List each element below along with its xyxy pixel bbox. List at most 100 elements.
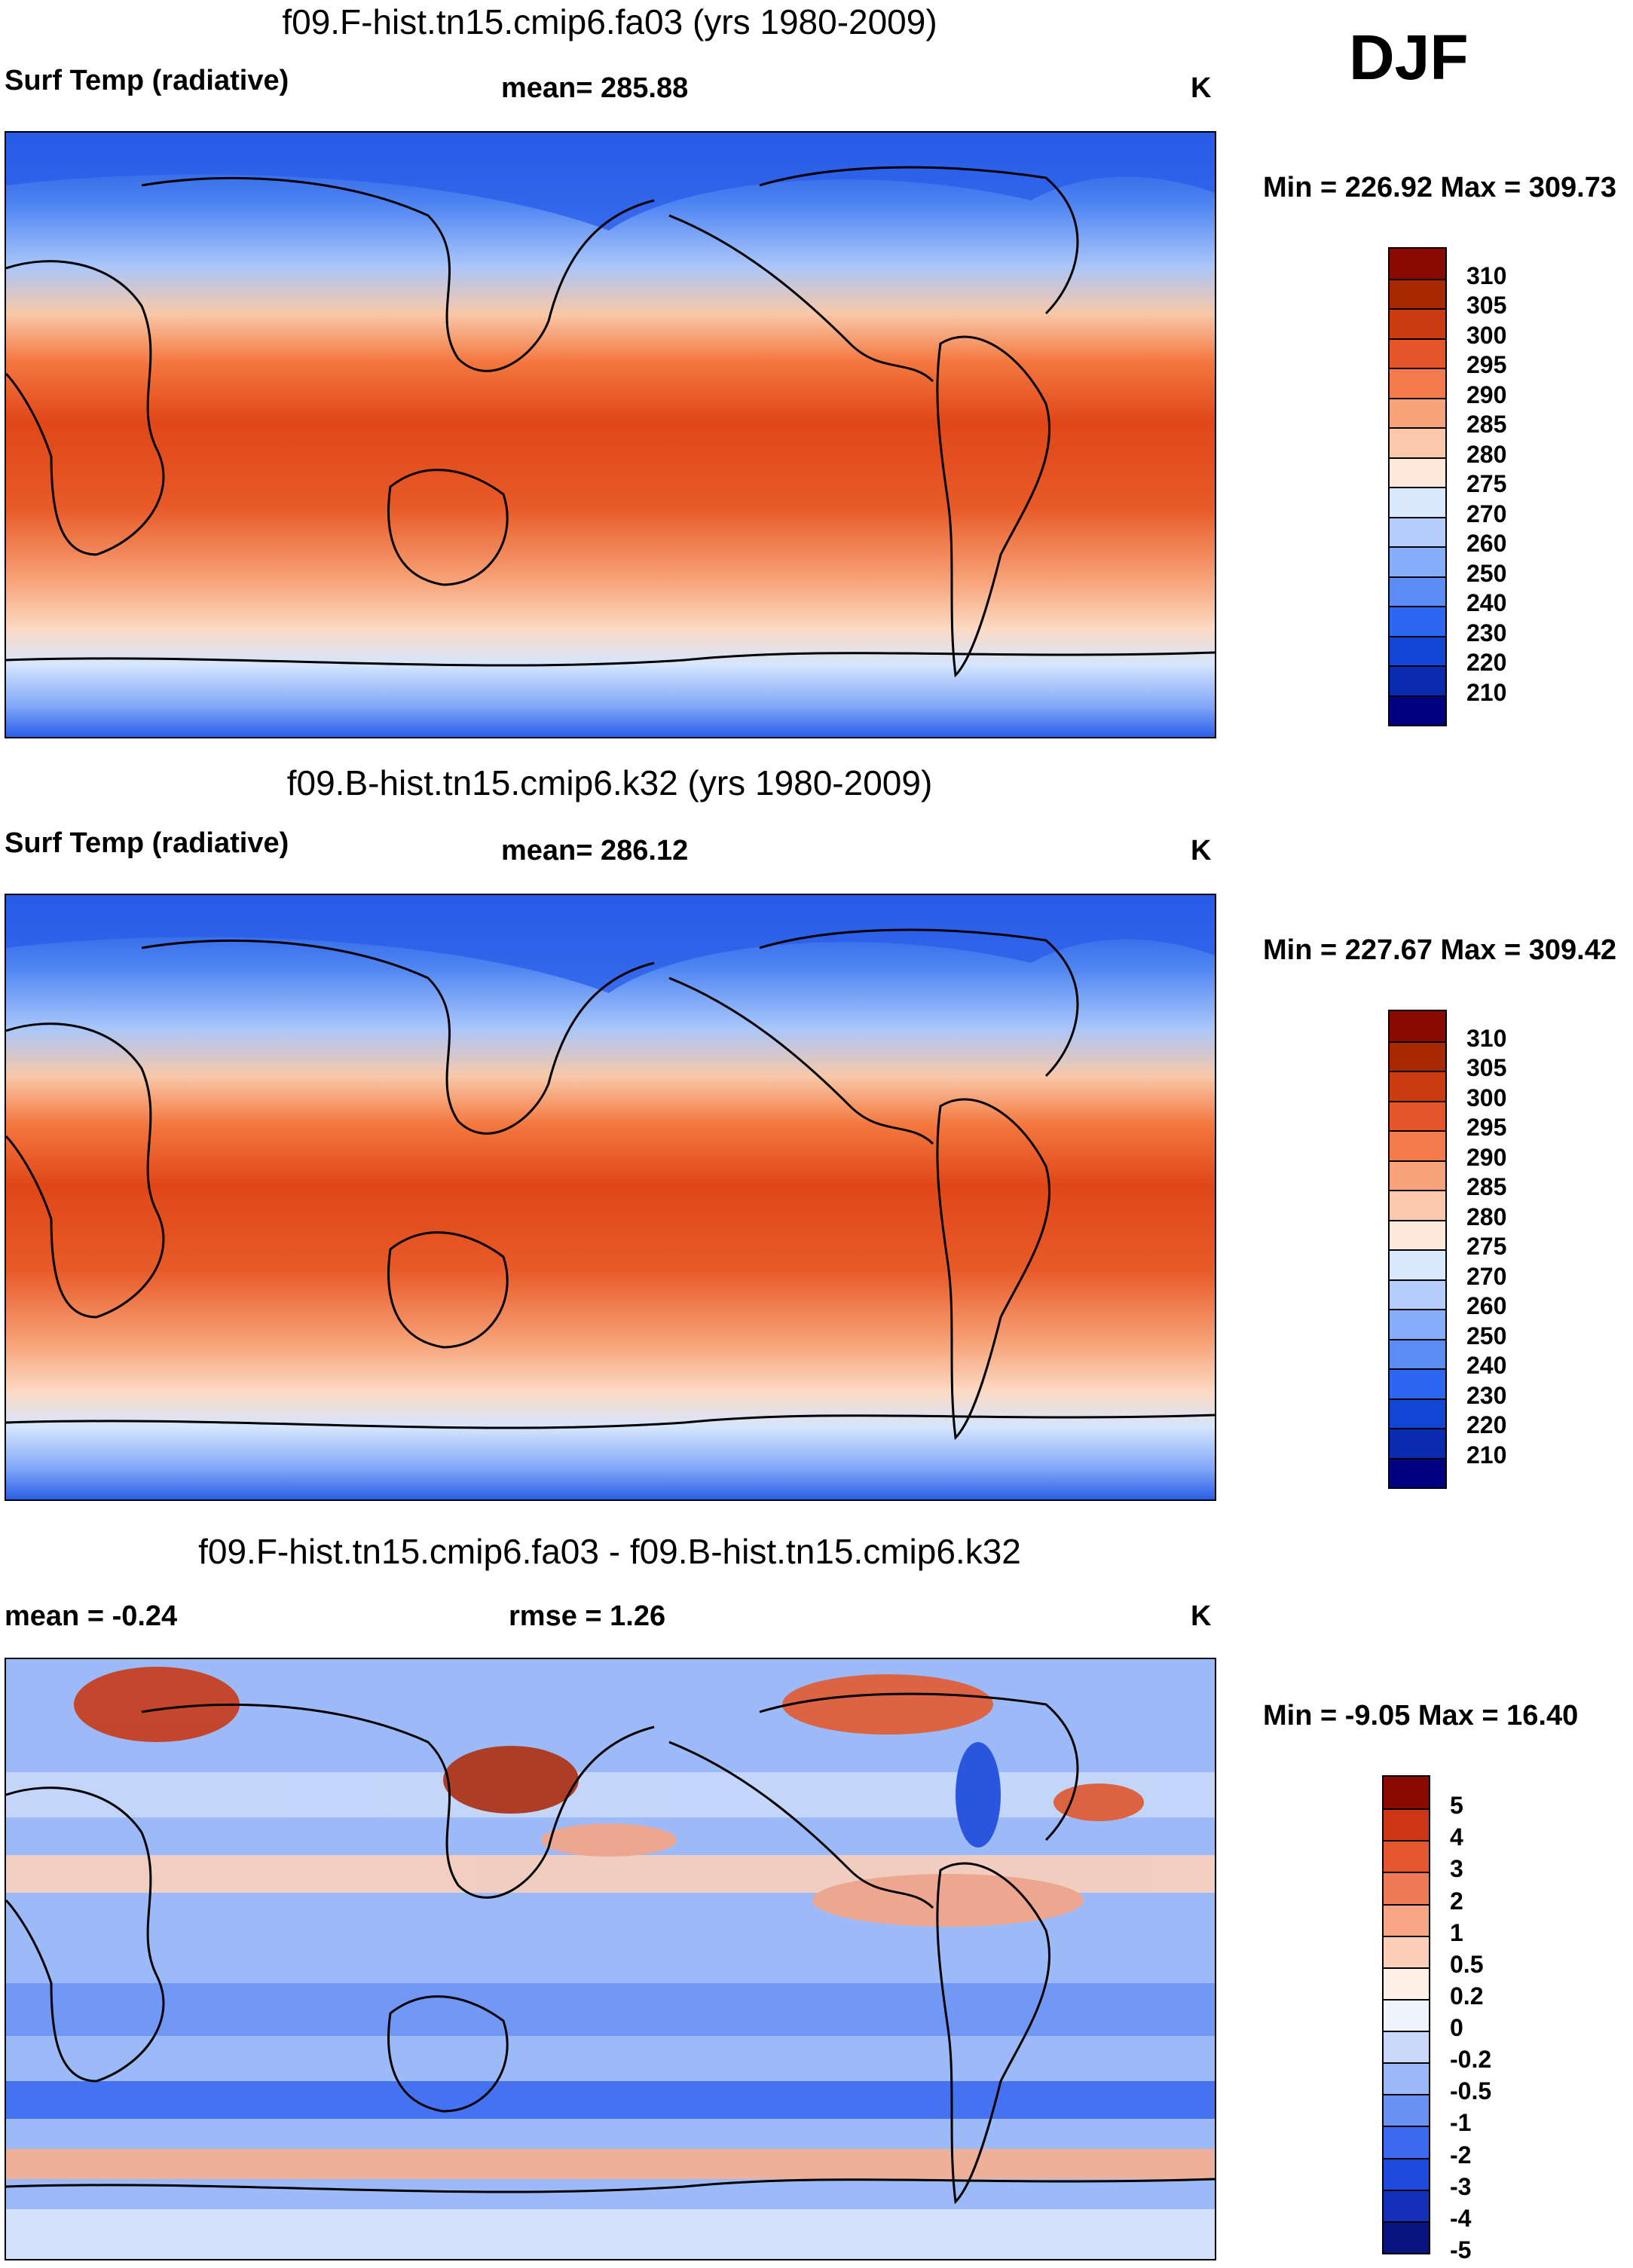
mean-label: mean= 286.12: [501, 835, 689, 867]
colorbar-segment: [1390, 665, 1445, 695]
mean-label: mean= 285.88: [501, 72, 689, 104]
colorbar-tick-label: 1: [1450, 1918, 1463, 1946]
colorbar-tick-label: 285: [1466, 1173, 1507, 1200]
colorbar-segment: [1390, 606, 1445, 636]
colorbar-segment: [1390, 1428, 1445, 1458]
colorbar-segment: [1390, 1309, 1445, 1339]
colorbar-segment: [1390, 308, 1445, 338]
colorbar-segment: [1390, 397, 1445, 427]
colorbar-segment: [1390, 487, 1445, 517]
difference-map: [5, 1658, 1216, 2260]
season-label: DJF: [1349, 22, 1469, 93]
colorbar-tick-label: 305: [1466, 292, 1507, 319]
variable-label: Surf Temp (radiative): [5, 65, 289, 96]
colorbar-tick-label: 275: [1466, 1233, 1507, 1260]
colorbar: [1388, 247, 1447, 726]
min-max-label: Min = -9.05 Max = 16.40: [1263, 1700, 1579, 1732]
min-max-label: Min = 226.92 Max = 309.73: [1263, 172, 1616, 203]
colorbar-tick-label: 220: [1466, 1411, 1507, 1438]
min-max-label: Min = 227.67 Max = 309.42: [1263, 934, 1616, 966]
colorbar-segment: [1384, 2189, 1429, 2221]
colorbar-segment: [1390, 1100, 1445, 1130]
colorbar-tick-label: 280: [1466, 440, 1507, 468]
colorbar-segment: [1384, 1808, 1429, 1841]
panel-title: f09.F-hist.tn15.cmip6.fa03 - f09.B-hist.…: [198, 1532, 1021, 1571]
colorbar-segment: [1390, 695, 1445, 725]
colorbar-tick-label: 240: [1466, 1352, 1507, 1379]
colorbar-segment: [1390, 576, 1445, 606]
colorbar-tick-label: -5: [1450, 2236, 1472, 2263]
panel-title: f09.F-hist.tn15.cmip6.fa03 (yrs 1980-200…: [282, 2, 937, 41]
colorbar-tick-label: 3: [1450, 1855, 1463, 1883]
colorbar: [1382, 1775, 1430, 2254]
colorbar-segment: [1384, 1840, 1429, 1872]
colorbar-segment: [1384, 2221, 1429, 2253]
colorbar-tick-label: 0.2: [1450, 1982, 1484, 2010]
colorbar-segment: [1390, 368, 1445, 398]
colorbar-segment: [1384, 2126, 1429, 2158]
colorbar-segment: [1390, 1338, 1445, 1368]
colorbar-tick-label: -1: [1450, 2109, 1472, 2137]
colorbar-tick-label: 285: [1466, 411, 1507, 438]
colorbar-segment: [1390, 1368, 1445, 1398]
colorbar-tick-label: 310: [1466, 261, 1507, 289]
colorbar-segment: [1390, 338, 1445, 368]
units-label: K: [1191, 835, 1212, 867]
colorbar-segment: [1384, 2062, 1429, 2095]
colorbar-segment: [1390, 427, 1445, 457]
colorbar-segment: [1384, 1935, 1429, 1967]
colorbar-tick-label: 4: [1450, 1823, 1463, 1851]
colorbar-tick-label: 0: [1450, 2014, 1463, 2042]
colorbar-segment: [1390, 1160, 1445, 1190]
colorbar-segment: [1390, 635, 1445, 665]
temperature-map: [5, 894, 1216, 1501]
colorbar-tick-label: 290: [1466, 1143, 1507, 1171]
colorbar-tick-label: 295: [1466, 351, 1507, 378]
colorbar-tick-label: 260: [1466, 530, 1507, 557]
colorbar-segment: [1390, 1130, 1445, 1160]
colorbar-tick-label: 310: [1466, 1024, 1507, 1052]
colorbar-segment: [1384, 1998, 1429, 2031]
colorbar-segment: [1390, 1190, 1445, 1220]
colorbar-tick-label: 290: [1466, 381, 1507, 408]
colorbar-tick-label: 260: [1466, 1292, 1507, 1319]
colorbar-tick-label: 275: [1466, 470, 1507, 497]
colorbar-tick-label: 295: [1466, 1114, 1507, 1141]
colorbar-segment: [1390, 1398, 1445, 1428]
colorbar-tick-label: 250: [1466, 559, 1507, 587]
colorbar-segment: [1384, 2157, 1429, 2190]
units-label: K: [1191, 72, 1212, 104]
colorbar-segment: [1390, 1041, 1445, 1071]
mean-label: mean = -0.24: [5, 1600, 178, 1632]
variable-label: Surf Temp (radiative): [5, 827, 289, 859]
colorbar-segment: [1390, 1457, 1445, 1487]
colorbar-segment: [1390, 1279, 1445, 1309]
colorbar-tick-label: 210: [1466, 678, 1507, 706]
colorbar-tick-label: 240: [1466, 589, 1507, 616]
colorbar-tick-label: 270: [1466, 1262, 1507, 1290]
units-label: K: [1191, 1600, 1212, 1632]
colorbar-tick-label: 270: [1466, 500, 1507, 527]
colorbar-tick-label: 250: [1466, 1322, 1507, 1349]
colorbar-segment: [1390, 1011, 1445, 1041]
colorbar-tick-label: 230: [1466, 619, 1507, 646]
colorbar-tick-label: 280: [1466, 1203, 1507, 1230]
colorbar-segment: [1384, 1967, 1429, 1999]
colorbar-tick-label: 0.5: [1450, 1950, 1484, 1978]
colorbar-segment: [1384, 1872, 1429, 1904]
colorbar-tick-label: -0.2: [1450, 2046, 1492, 2074]
colorbar: [1388, 1010, 1447, 1489]
panel-title: f09.B-hist.tn15.cmip6.k32 (yrs 1980-2009…: [286, 763, 933, 802]
colorbar-segment: [1384, 2031, 1429, 2063]
colorbar-tick-label: 300: [1466, 1084, 1507, 1111]
temperature-map: [5, 131, 1216, 738]
colorbar-tick-label: 210: [1466, 1441, 1507, 1469]
colorbar-segment: [1390, 1249, 1445, 1279]
colorbar-segment: [1384, 2094, 1429, 2126]
colorbar-tick-label: 5: [1450, 1792, 1463, 1820]
colorbar-segment: [1384, 1903, 1429, 1936]
colorbar-segment: [1390, 1071, 1445, 1101]
colorbar-tick-label: -0.5: [1450, 2077, 1492, 2105]
colorbar-tick-label: 230: [1466, 1381, 1507, 1409]
colorbar-segment: [1390, 1219, 1445, 1249]
